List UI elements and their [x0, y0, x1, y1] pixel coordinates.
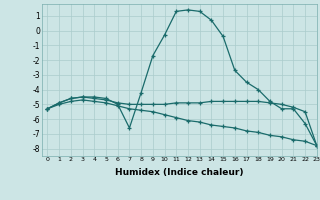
X-axis label: Humidex (Indice chaleur): Humidex (Indice chaleur) — [115, 168, 244, 177]
